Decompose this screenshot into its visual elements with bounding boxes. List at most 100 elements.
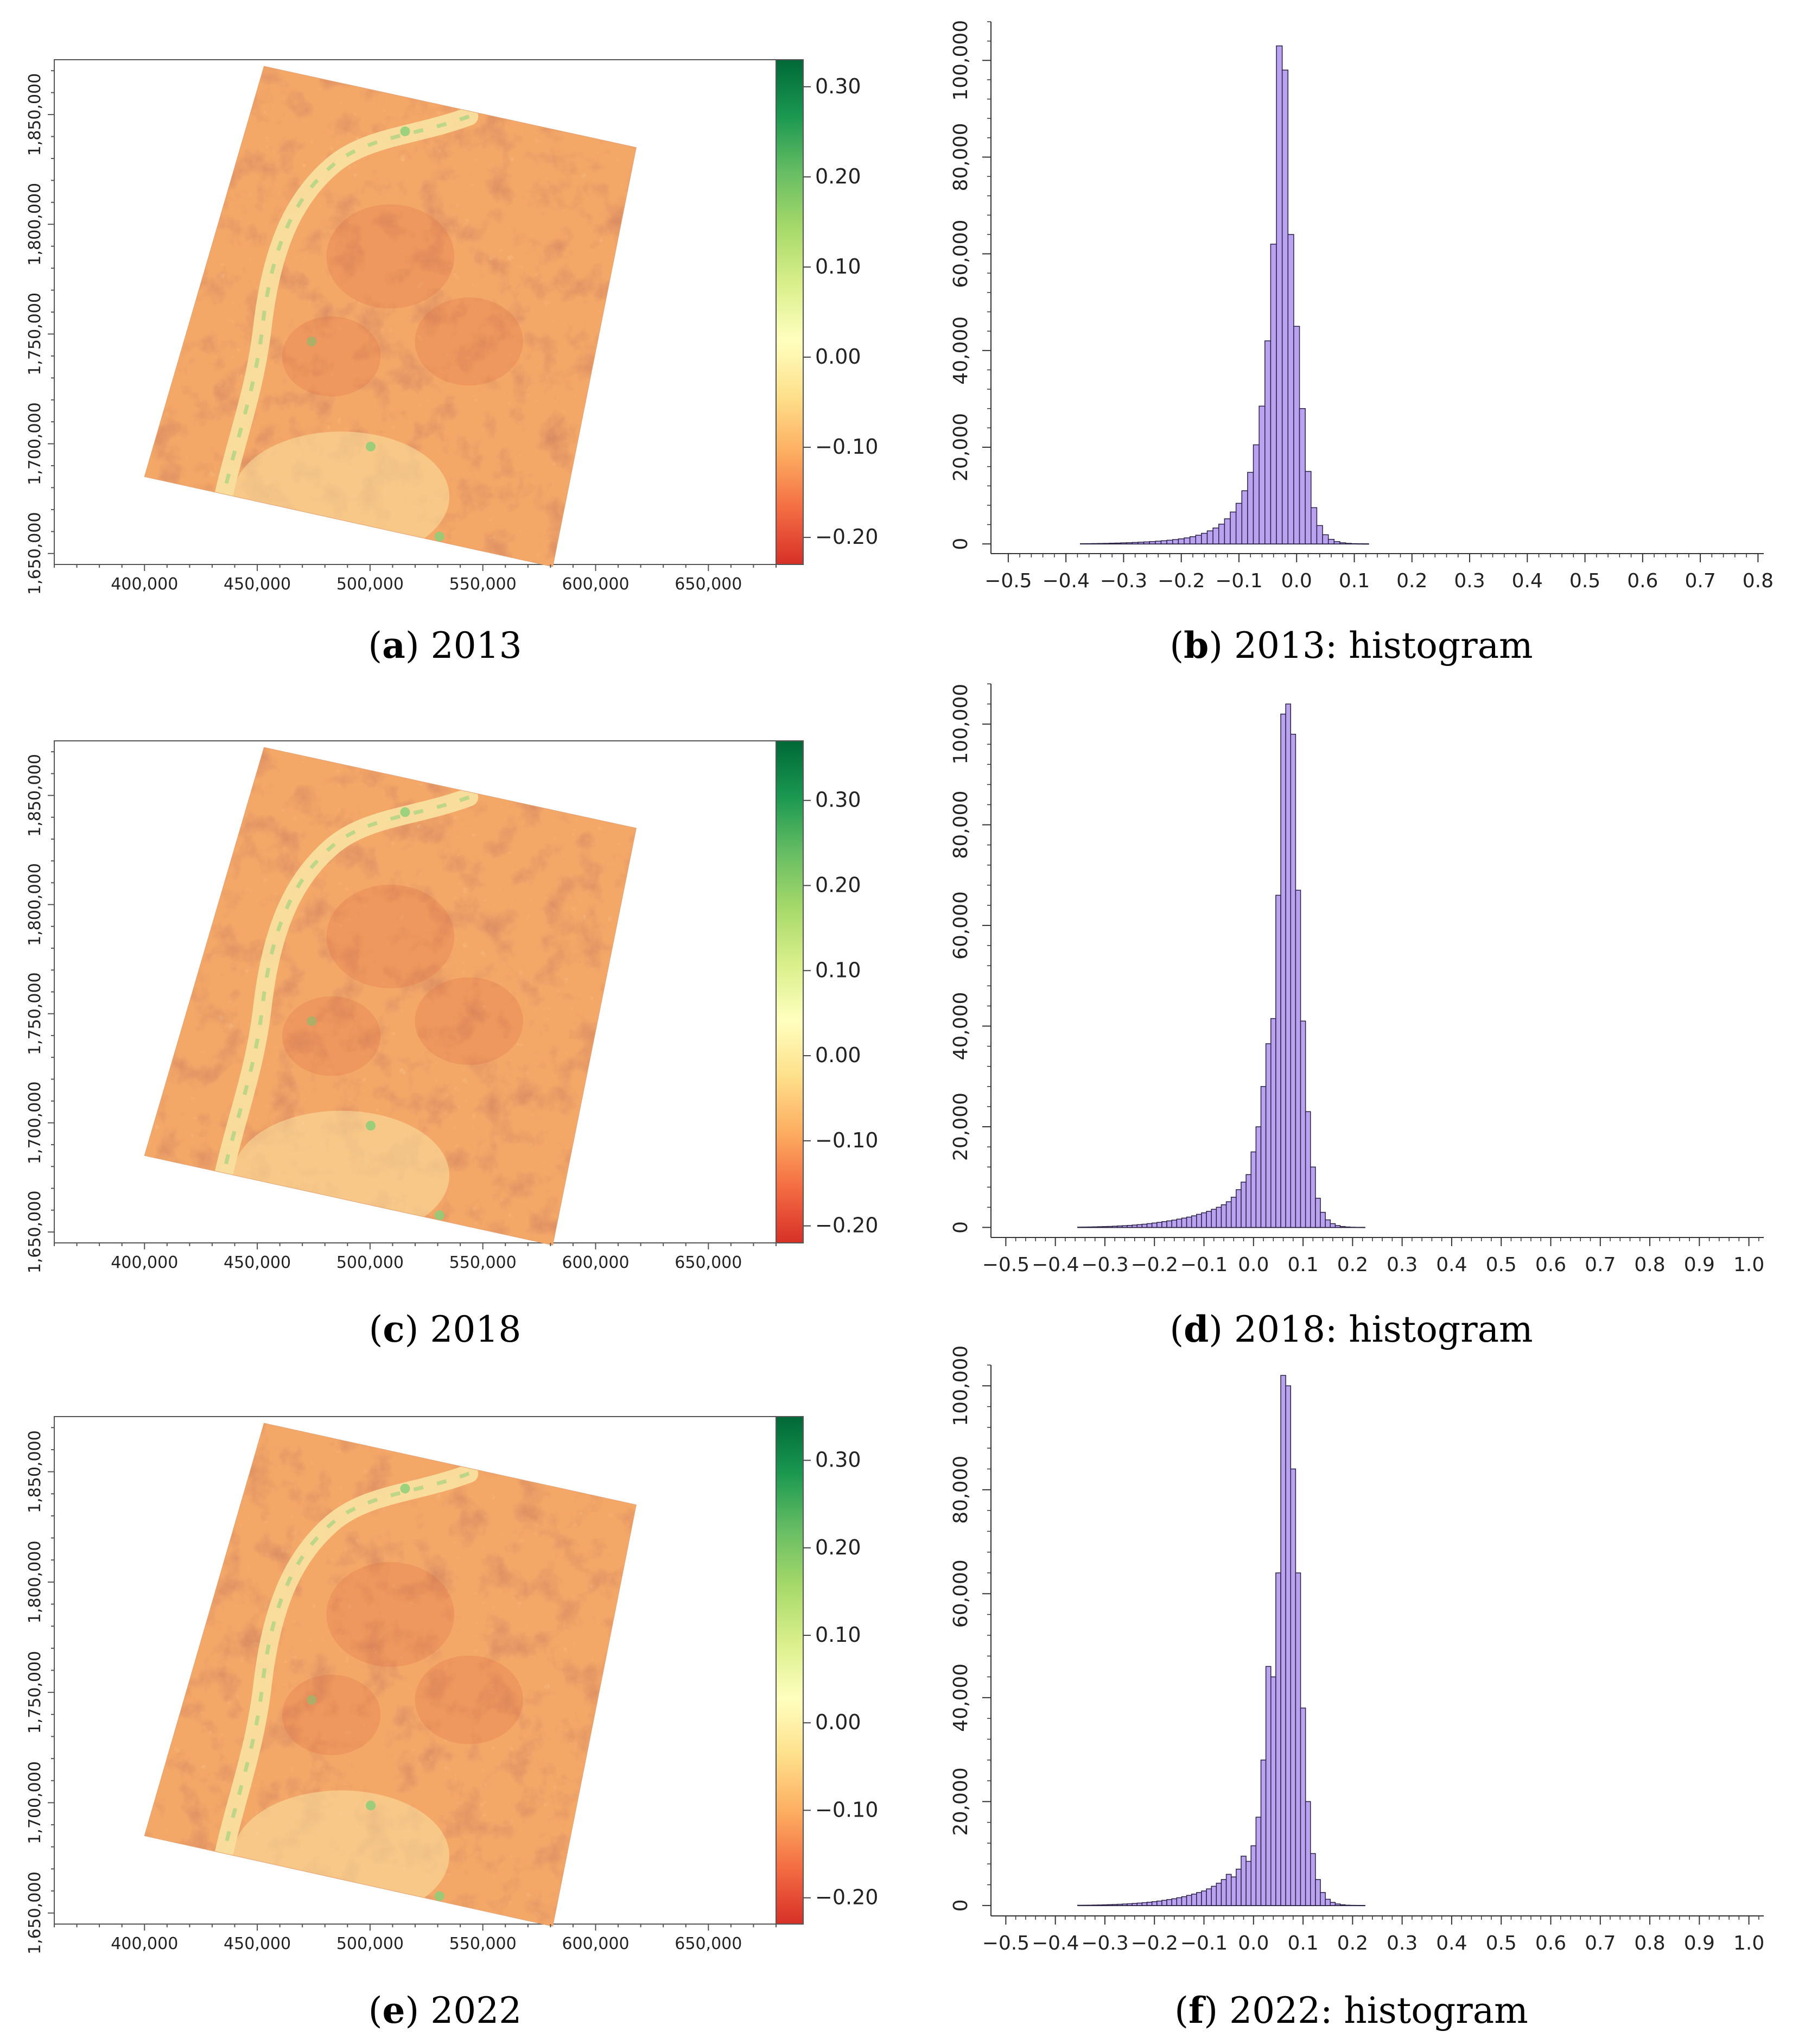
x-tick-label: −0.2 xyxy=(1158,570,1205,592)
histogram-bar xyxy=(1117,1903,1123,1906)
histogram-bar xyxy=(1305,1111,1311,1228)
histogram-bar xyxy=(1311,507,1318,544)
histogram-bar xyxy=(1310,1166,1316,1228)
x-tick-label: 0.7 xyxy=(1685,570,1715,592)
vegetation-patch xyxy=(434,1891,444,1901)
histogram-bar xyxy=(1206,1888,1212,1906)
histogram-bar xyxy=(1330,1902,1336,1906)
x-tick-label: 0.8 xyxy=(1743,570,1774,592)
y-tick-label: 1,850,000 xyxy=(26,754,45,837)
vegetation-patch xyxy=(366,441,376,452)
colorbar xyxy=(776,59,804,565)
histogram-bar xyxy=(1149,541,1156,544)
histogram-bar xyxy=(1295,890,1301,1228)
histogram-bar xyxy=(1327,538,1335,544)
histogram-bar xyxy=(1270,1018,1276,1228)
histogram-bar xyxy=(1230,1876,1237,1906)
colorbar-tick-label: −0.10 xyxy=(815,435,878,459)
histogram-bar xyxy=(1290,1468,1296,1906)
histogram-bar xyxy=(1221,1879,1227,1906)
histogram-bar xyxy=(1097,543,1104,544)
y-tick-label: 100,000 xyxy=(950,684,972,765)
histogram-bar xyxy=(1224,518,1231,544)
histogram-bar xyxy=(1114,542,1121,544)
vegetation-patch xyxy=(434,531,444,542)
colorbar-tick-label: 0.20 xyxy=(815,873,861,897)
histogram-bar xyxy=(1275,1572,1281,1906)
histogram-bar xyxy=(1245,1861,1251,1906)
terrain-dark-zone xyxy=(282,1674,381,1755)
terrain-dark-zone xyxy=(415,297,523,386)
histogram-bar xyxy=(1176,1218,1183,1228)
x-tick-label: −0.4 xyxy=(1032,1932,1079,1954)
x-tick-label: −0.4 xyxy=(1032,1254,1079,1276)
x-tick-label: 0.9 xyxy=(1684,1932,1715,1954)
histogram-bar xyxy=(1087,1905,1093,1906)
histogram-bar xyxy=(1111,1904,1118,1906)
histogram-bar xyxy=(1290,733,1296,1228)
x-tick-label: 0.5 xyxy=(1569,570,1600,592)
histogram-bar xyxy=(1250,1845,1257,1906)
x-tick-label: 0.5 xyxy=(1486,1254,1517,1276)
river-vegetation xyxy=(211,1471,470,1916)
y-tick-label: 100,000 xyxy=(950,1345,972,1426)
histogram-bar xyxy=(1285,1385,1292,1906)
y-tick-label: 1,650,000 xyxy=(26,1191,45,1274)
x-tick-label: 600,000 xyxy=(562,575,629,594)
colorbar-tick-label: −0.20 xyxy=(815,1886,878,1909)
caption-a: (a) 2013 xyxy=(368,624,522,666)
histogram-bar xyxy=(1103,543,1110,544)
histogram-bar xyxy=(1245,1174,1251,1228)
y-tick-label: 40,000 xyxy=(950,992,972,1061)
vegetation-patch xyxy=(307,1016,317,1026)
x-tick-label: 0.0 xyxy=(1238,1254,1269,1276)
histogram-bar xyxy=(1151,1222,1158,1228)
histogram-bar xyxy=(1184,537,1191,544)
y-tick-label: 1,700,000 xyxy=(26,1081,45,1164)
histogram-bar xyxy=(1221,1204,1227,1228)
x-tick-label: 0.8 xyxy=(1634,1932,1665,1954)
terrain-dark-zone xyxy=(282,316,381,397)
histogram-bar xyxy=(1247,472,1254,544)
x-tick-label: 0.0 xyxy=(1238,1932,1269,1954)
histogram-bar xyxy=(1236,1869,1242,1906)
histogram-bar xyxy=(1151,1901,1158,1906)
histogram-bar xyxy=(1253,444,1260,544)
histogram-bar xyxy=(1082,1227,1088,1228)
y-tick-label: 1,700,000 xyxy=(26,1761,45,1844)
histogram-bar xyxy=(1087,1226,1093,1228)
histogram-bar xyxy=(1195,535,1202,544)
histogram-bar xyxy=(1191,1215,1197,1228)
y-tick-label: 20,000 xyxy=(950,1093,972,1161)
histogram-bar xyxy=(1250,1151,1257,1228)
colorbar-tick-label: 0.10 xyxy=(815,1623,861,1647)
x-tick-label: −0.1 xyxy=(1180,1932,1228,1954)
histogram-bar xyxy=(1178,538,1185,544)
x-tick-label: 0.2 xyxy=(1396,570,1427,592)
histogram-bar xyxy=(1260,1759,1267,1906)
histogram-bar xyxy=(1111,1226,1118,1228)
histogram-bar xyxy=(1236,1189,1242,1228)
histogram-bar xyxy=(1201,532,1208,544)
x-tick-label: 550,000 xyxy=(449,575,517,594)
histogram-bar xyxy=(1325,1219,1331,1228)
histogram-bar xyxy=(1280,713,1286,1228)
histogram-bar xyxy=(1077,1227,1083,1228)
y-tick-label: 1,800,000 xyxy=(26,183,45,266)
histogram-bar xyxy=(1211,1209,1217,1228)
histogram-bar xyxy=(1350,1227,1356,1228)
histogram-bar xyxy=(1186,1216,1192,1228)
y-tick-label: 60,000 xyxy=(950,1559,972,1628)
histogram-bar xyxy=(1344,1226,1351,1228)
histogram-bar xyxy=(1265,1043,1272,1228)
histogram-bar xyxy=(1181,1896,1187,1906)
histogram-bar xyxy=(1160,540,1167,544)
x-tick-label: 0.1 xyxy=(1287,1254,1318,1276)
colorbar-tick-label: −0.20 xyxy=(815,525,878,549)
y-tick-label: 1,850,000 xyxy=(26,1430,45,1513)
x-tick-label: 650,000 xyxy=(675,1934,742,1953)
x-tick-label: 0.4 xyxy=(1436,1932,1467,1954)
histogram-bar xyxy=(1201,1212,1207,1228)
histogram-bar xyxy=(1334,1903,1341,1906)
histogram-bar xyxy=(1122,1225,1128,1228)
